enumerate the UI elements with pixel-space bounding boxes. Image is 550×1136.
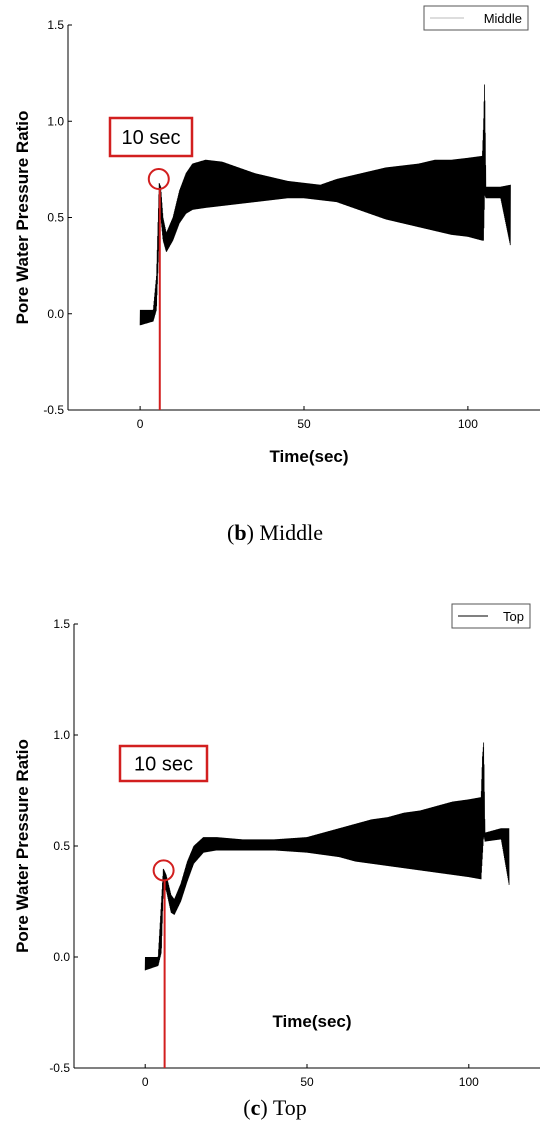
y-tick-label: 0.0 [53,950,70,964]
y-tick-label: 1.5 [47,18,64,32]
y-tick-label: 1.5 [53,617,70,631]
legend-label: Top [503,609,524,624]
y-tick-label: 0.0 [47,307,64,321]
chart-top: -0.5 0.0 0.5 1.0 1.5 0 50 100 Time(sec) Pore Wate… [13,603,540,1089]
y-tick-label: 1.0 [47,114,64,128]
y-tick-label: -0.5 [49,1061,70,1075]
x-tick-label: 100 [459,1075,479,1089]
annotation-box [108,116,194,158]
chart-panel-middle: -0.5 0.0 0.5 1.0 1.5 0 50 100 Time(sec) Pore Wate… [0,0,550,560]
caption-top: (c) Top [243,1095,307,1120]
y-tick-label: -0.5 [43,403,64,417]
caption-letter: c [250,1095,261,1120]
chart-panel-top: -0.5 0.0 0.5 1.0 1.5 0 50 100 Time(sec) Pore Wate… [0,568,550,1136]
caption-text: Middle [259,520,323,545]
annotation-circle [152,859,175,882]
x-tick-label: 50 [300,1075,314,1089]
series-line-middle [139,84,511,326]
x-tick-label: 0 [142,1075,149,1089]
legend-label: Middle [484,11,522,26]
x-axis-title: Time(sec) [272,1012,351,1031]
annotation-label: 10 sec [122,127,181,149]
annotation-label: 10 sec [134,754,193,776]
series-line-top [144,742,510,971]
annotation-box [118,744,209,783]
y-tick-label: 1.0 [53,728,70,742]
annotation-circle [147,168,170,190]
y-tick-label: 0.5 [53,839,70,853]
chart-middle: -0.5 0.0 0.5 1.0 1.5 0 50 100 Time(sec) Pore Wate… [13,5,540,466]
y-axis-title: Pore Water Pressure Ratio [13,739,32,953]
y-axis-title: Pore Water Pressure Ratio [13,111,32,325]
y-tick-label: 0.5 [47,211,64,225]
caption-letter: b [234,520,247,545]
x-tick-label: 100 [458,417,478,431]
caption-middle: (b) Middle [227,520,323,545]
x-axis-title: Time(sec) [269,447,348,466]
caption-text: Top [272,1095,307,1120]
x-tick-label: 0 [137,417,144,431]
x-tick-label: 50 [297,417,311,431]
